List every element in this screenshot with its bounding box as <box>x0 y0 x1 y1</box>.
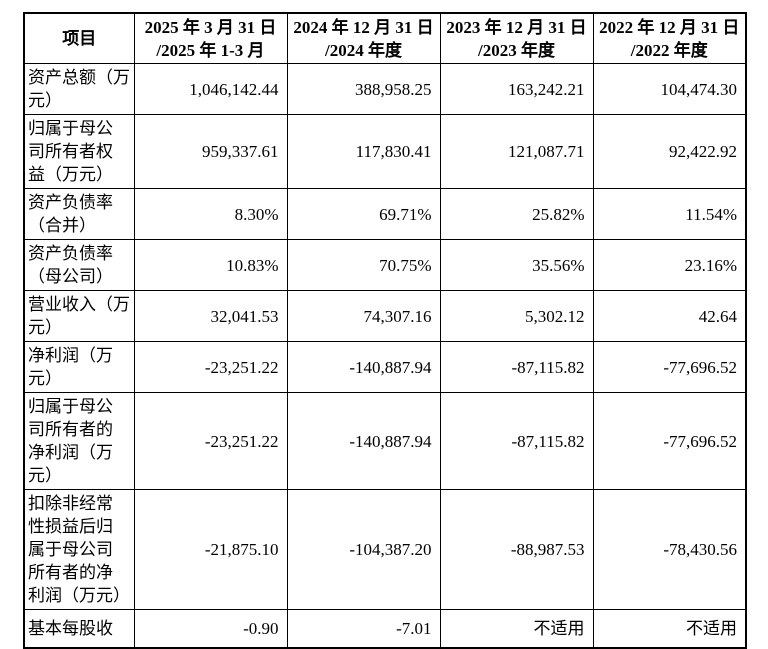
table-row: 基本每股收 -0.90 -7.01 不适用 不适用 <box>23 609 747 648</box>
column-header-period: 2023 年 12 月 31 日 /2023 年度 <box>439 12 594 64</box>
row-label: 归属于母公 司所有者的 净利润（万 元） <box>23 392 135 490</box>
cell-value: -87,115.82 <box>439 341 594 393</box>
row-label: 营业收入（万 元） <box>23 290 135 342</box>
column-header-period: 2022 年 12 月 31 日 /2022 年度 <box>592 12 747 64</box>
table-row: 资产总额（万 元） 1,046,142.44 388,958.25 163,242.2… <box>23 63 747 115</box>
cell-value: 8.30% <box>133 188 288 240</box>
cell-value: 92,422.92 <box>592 114 747 189</box>
cell-value: -21,875.10 <box>133 489 288 610</box>
cell-value: 69.71% <box>286 188 441 240</box>
table-row: 扣除非经常 性损益后归 属于母公司 所有者的净 利润（万元） -21,875.10… <box>23 489 747 610</box>
cell-value: -140,887.94 <box>286 392 441 490</box>
cell-value: -78,430.56 <box>592 489 747 610</box>
column-header-period: 2025 年 3 月 31 日 /2025 年 1-3 月 <box>133 12 288 64</box>
row-label: 净利润（万 元） <box>23 341 135 393</box>
cell-value: -0.90 <box>133 609 288 648</box>
cell-value: 不适用 <box>592 609 747 648</box>
cell-value: 不适用 <box>439 609 594 648</box>
cell-value: 121,087.71 <box>439 114 594 189</box>
cell-value: 70.75% <box>286 239 441 291</box>
row-label: 资产负债率 （母公司） <box>23 239 135 291</box>
cell-value: 117,830.41 <box>286 114 441 189</box>
cell-value: -77,696.52 <box>592 392 747 490</box>
cell-value: 42.64 <box>592 290 747 342</box>
cell-value: -7.01 <box>286 609 441 648</box>
cell-value: -23,251.22 <box>133 341 288 393</box>
cell-value: 11.54% <box>592 188 747 240</box>
cell-value: 74,307.16 <box>286 290 441 342</box>
table-row: 归属于母公 司所有者权 益（万元） 959,337.61 117,830.41 121… <box>23 114 747 189</box>
row-label: 扣除非经常 性损益后归 属于母公司 所有者的净 利润（万元） <box>23 489 135 610</box>
row-label: 归属于母公 司所有者权 益（万元） <box>23 114 135 189</box>
table-row: 资产负债率 （合并） 8.30% 69.71% 25.82% 11.54% <box>23 188 747 240</box>
cell-value: 1,046,142.44 <box>133 63 288 115</box>
cell-value: 32,041.53 <box>133 290 288 342</box>
table-header-row: 项目 2025 年 3 月 31 日 /2025 年 1-3 月 2024 年 12… <box>23 12 747 64</box>
cell-value: 35.56% <box>439 239 594 291</box>
cell-value: -140,887.94 <box>286 341 441 393</box>
cell-value: 104,474.30 <box>592 63 747 115</box>
cell-value: 5,302.12 <box>439 290 594 342</box>
cell-value: 959,337.61 <box>133 114 288 189</box>
cell-value: -23,251.22 <box>133 392 288 490</box>
cell-value: 10.83% <box>133 239 288 291</box>
table-row: 资产负债率 （母公司） 10.83% 70.75% 35.56% 23.16% <box>23 239 747 291</box>
table-row: 净利润（万 元） -23,251.22 -140,887.94 -87,115.82-… <box>23 341 747 393</box>
cell-value: 163,242.21 <box>439 63 594 115</box>
row-label: 资产总额（万 元） <box>23 63 135 115</box>
cell-value: 25.82% <box>439 188 594 240</box>
cell-value: -87,115.82 <box>439 392 594 490</box>
column-header-item: 项目 <box>23 12 135 64</box>
cell-value: -104,387.20 <box>286 489 441 610</box>
cell-value: -88,987.53 <box>439 489 594 610</box>
financial-summary-table: 项目 2025 年 3 月 31 日 /2025 年 1-3 月 2024 年 12… <box>23 12 747 649</box>
table-row: 营业收入（万 元） 32,041.53 74,307.16 5,302.12 42.64 <box>23 290 747 342</box>
cell-value: -77,696.52 <box>592 341 747 393</box>
row-label: 资产负债率 （合并） <box>23 188 135 240</box>
cell-value: 23.16% <box>592 239 747 291</box>
table-row: 归属于母公 司所有者的 净利润（万 元） -23,251.22 -140,887.9… <box>23 392 747 490</box>
row-label: 基本每股收 <box>23 609 135 648</box>
column-header-period: 2024 年 12 月 31 日 /2024 年度 <box>286 12 441 64</box>
cell-value: 388,958.25 <box>286 63 441 115</box>
